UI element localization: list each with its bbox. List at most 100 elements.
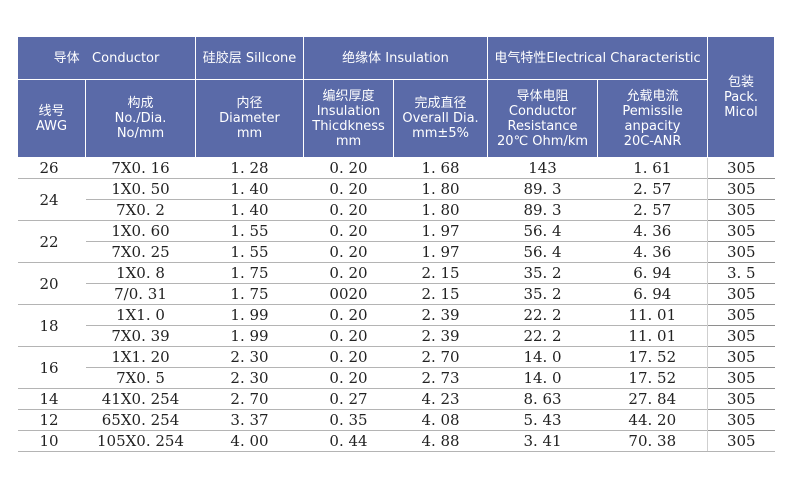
awg-header: 线号 AWG (17, 79, 86, 158)
ampacity-header-line: anpacity (624, 118, 681, 134)
overall-cell: 1. 97 (393, 220, 488, 242)
ampacity-cell: 17. 52 (597, 346, 708, 368)
thickness-cell: 0020 (303, 283, 394, 305)
table-row: 10 105X0. 254 4. 00 0. 44 4. 88 3. 41 70. 38 30… (17, 430, 775, 452)
table-row: 24 1X0. 50 1. 40 0. 20 1. 80 89. 3 2. 57 305 (17, 178, 775, 221)
awg-cell: 16 (17, 346, 86, 389)
ampacity-cell: 11. 01 (597, 325, 708, 347)
construction-header-line: No/mm (116, 126, 165, 141)
construction-cell: 1X1. 0 (85, 304, 196, 326)
thickness-header: 编织厚度 Insulation Thicdkness mm (303, 79, 395, 158)
overall-header: 完成直径 Overall Dia. mm±5% (393, 79, 489, 158)
table-row: 7X0. 2 1. 40 0. 20 1. 80 89. 3 2. 57 305 (18, 199, 775, 221)
diameter-cell: 1. 55 (195, 220, 304, 242)
overall-cell: 2. 70 (393, 346, 488, 368)
awg-group: 12 65X0. 254 3. 37 0. 35 4. 08 5. 43 44. 20 305 (17, 409, 775, 431)
diameter-cell: 1. 40 (195, 178, 304, 200)
overall-cell: 2. 15 (393, 262, 488, 284)
thickness-cell: 0. 20 (303, 199, 394, 221)
awg-header-line: AWG (35, 118, 68, 134)
construction-cell: 7X0. 25 (85, 241, 196, 263)
thickness-cell: 0. 20 (303, 346, 394, 368)
resistance-header-line: 导体电阻 (516, 88, 569, 104)
resistance-cell: 35. 2 (487, 283, 598, 305)
diameter-cell: 3. 37 (195, 409, 304, 431)
overall-cell: 2. 39 (393, 304, 488, 326)
resistance-cell: 5. 43 (487, 409, 598, 431)
resistance-cell: 143 (487, 157, 598, 179)
thickness-cell: 0. 20 (303, 220, 394, 242)
thickness-cell: 0. 27 (303, 388, 394, 410)
ampacity-cell: 70. 38 (597, 430, 708, 452)
ampacity-cell: 6. 94 (597, 262, 708, 284)
diameter-cell: 2. 70 (195, 388, 304, 410)
awg-cell: 26 (17, 157, 86, 179)
resistance-cell: 14. 0 (487, 346, 598, 368)
construction-header-line: No./Dia. (114, 111, 167, 126)
pack-header-line: 包装 (728, 74, 755, 90)
ampacity-cell: 2. 57 (597, 199, 708, 221)
table-row: 22 1X0. 60 1. 55 0. 20 1. 97 56. 4 4. 36 305 (17, 220, 775, 263)
diameter-cell: 1. 28 (195, 157, 304, 179)
table-row: 7X0. 39 1. 99 0. 20 2. 39 22. 2 11. 01 305 (18, 325, 775, 347)
construction-cell: 7X0. 5 (85, 367, 196, 389)
awg-cell: 12 (17, 409, 86, 431)
resistance-cell: 89. 3 (487, 178, 598, 200)
pack-cell: 305 (707, 220, 775, 242)
overall-cell: 1. 80 (393, 199, 488, 221)
diameter-header: 内径 Diameter mm (195, 79, 305, 158)
pack-cell: 3. 5 (707, 262, 775, 284)
thickness-header-line: 编织厚度 (322, 88, 375, 104)
awg-cell: 22 (17, 220, 86, 263)
pack-cell: 305 (707, 199, 775, 221)
ampacity-cell: 44. 20 (597, 409, 708, 431)
awg-cell: 18 (17, 304, 86, 347)
electrical-header: 电气特性Electrical Characteristic (487, 36, 709, 80)
diameter-cell: 2. 30 (195, 367, 304, 389)
thickness-cell: 0. 20 (303, 262, 394, 284)
construction-cell: 7X0. 16 (85, 157, 196, 179)
construction-cell: 1X1. 20 (85, 346, 196, 368)
ampacity-cell: 4. 36 (597, 241, 708, 263)
ampacity-cell: 2. 57 (597, 178, 708, 200)
ampacity-cell: 1. 61 (597, 157, 708, 179)
table-row: 20 1X0. 8 1. 75 0. 20 2. 15 35. 2 6. 94 3. 5 (17, 262, 775, 305)
diameter-cell: 1. 40 (195, 199, 304, 221)
resistance-cell: 22. 2 (487, 304, 598, 326)
awg-group: 22 1X0. 60 1. 55 0. 20 1. 97 56. 4 4. 36 305 7X0… (17, 220, 775, 263)
ampacity-cell: 6. 94 (597, 283, 708, 305)
resistance-cell: 56. 4 (487, 241, 598, 263)
ampacity-header-line: 20C-ANR (623, 133, 682, 149)
conductor-header: 导体 Conductor (16, 36, 197, 80)
overall-cell: 2. 73 (393, 367, 488, 389)
ampacity-header: 允载电流 Pemissile anpacity 20C-ANR (597, 79, 709, 158)
resistance-cell: 8. 63 (487, 388, 598, 410)
construction-header-line: 构成 (127, 96, 154, 111)
thickness-cell: 0. 44 (303, 430, 394, 452)
overall-header-line: Overall Dia. (402, 111, 479, 126)
resistance-cell: 56. 4 (487, 220, 598, 242)
overall-cell: 4. 23 (393, 388, 488, 410)
thickness-cell: 0. 20 (303, 178, 394, 200)
silicone-header: 硅胶层 Sillcone (195, 36, 305, 80)
pack-header-line: Pack. (724, 89, 759, 105)
awg-cell: 24 (17, 178, 86, 221)
construction-cell: 65X0. 254 (85, 409, 196, 431)
spec-table: 导体 Conductor 硅胶层 Sillcone 绝缘体 Insulation… (16, 36, 776, 452)
resistance-cell: 14. 0 (487, 367, 598, 389)
pack-cell: 305 (707, 241, 775, 263)
construction-cell: 1X0. 50 (85, 178, 196, 200)
overall-cell: 1. 68 (393, 157, 488, 179)
construction-cell: 7/0. 31 (85, 283, 196, 305)
overall-cell: 4. 08 (393, 409, 488, 431)
pack-cell: 305 (707, 178, 775, 200)
table-row: 7X0. 25 1. 55 0. 20 1. 97 56. 4 4. 36 305 (18, 241, 775, 263)
pack-header-line: Micol (724, 104, 758, 120)
resistance-cell: 35. 2 (487, 262, 598, 284)
insulation-header: 绝缘体 Insulation (303, 36, 489, 80)
overall-header-line: 完成直径 (414, 96, 467, 111)
thickness-cell: 0. 35 (303, 409, 394, 431)
resistance-header-line: Conductor (508, 103, 577, 119)
awg-group: 18 1X1. 0 1. 99 0. 20 2. 39 22. 2 11. 01 305 7X0… (17, 304, 775, 347)
pack-cell: 305 (707, 430, 775, 452)
